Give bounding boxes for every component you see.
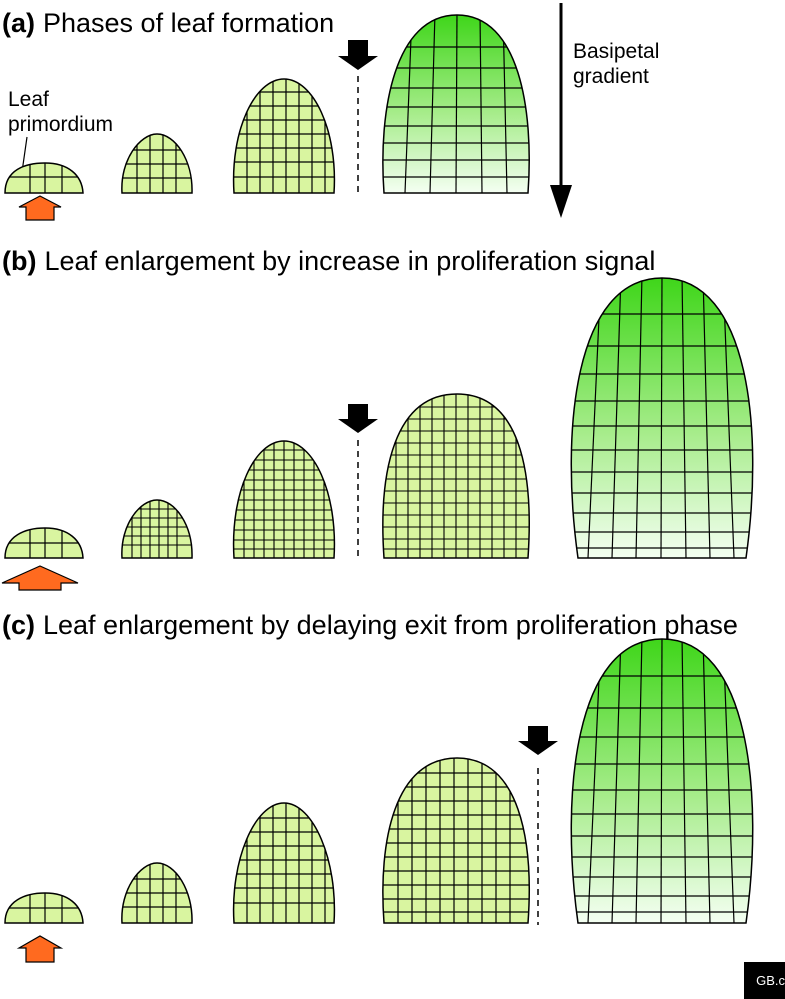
leaf-primordium-b1 [4,527,84,559]
proliferation-signal-arrow-a [18,195,62,221]
proliferation-signal-arrow-b [1,565,79,591]
leaf-c4 [382,757,530,924]
primordium-label-line1: Leaf [8,88,49,111]
panel-c: (c) Leaf enlargement by delaying exit fro… [2,610,754,963]
leaf-c3 [232,802,336,924]
proliferation-signal-arrow-c [16,935,64,963]
proliferation-arrest-front-c [518,726,558,925]
svg-text:(a)Phases of leaf formation: (a) Phases of leaf formation [2,8,334,38]
primordium-label-line2: primordium [8,113,113,136]
panel-a-letter: (a) [2,8,35,38]
panel-b: (b) Leaf enlargement by increase in proli… [1,246,754,591]
panel-a-title: Phases of leaf formation [43,8,334,38]
proliferation-arrest-front-b [338,404,378,560]
leaf-b5-expanding [570,277,754,559]
svg-text:(c)Leaf enlargement by delayin: (c) Leaf enlargement by delaying exit fro… [2,610,738,640]
leaf-c5-expanding [570,638,754,924]
journal-logo: GB.c [744,962,785,999]
panel-c-letter: (c) [2,610,35,640]
leaf-primordium-c1 [4,892,84,924]
leaf-primordium-a1 [4,162,84,194]
gradient-label-line2: gradient [573,65,649,88]
gradient-label-line1: Basipetal [573,40,659,63]
basipetal-gradient-arrow [550,3,572,218]
leaf-a3 [232,78,336,194]
leaf-b4 [382,393,530,559]
panel-c-title: Leaf enlargement by delaying exit from p… [43,610,738,640]
panel-b-letter: (b) [2,246,36,276]
proliferation-arrest-front-a [338,40,378,195]
leaf-b2 [121,499,193,559]
leaf-b3 [232,440,336,559]
leaf-c2 [121,862,193,924]
svg-text:(b)Leaf enlargement by increas: (b) Leaf enlargement by increase in proli… [2,246,655,276]
panel-a: (a) Phases of leaf formation Leaf primord… [2,3,659,221]
leaf-a4-expanding [382,14,530,194]
panel-b-title: Leaf enlargement by increase in prolifer… [44,246,655,276]
leaf-a2 [121,133,193,194]
